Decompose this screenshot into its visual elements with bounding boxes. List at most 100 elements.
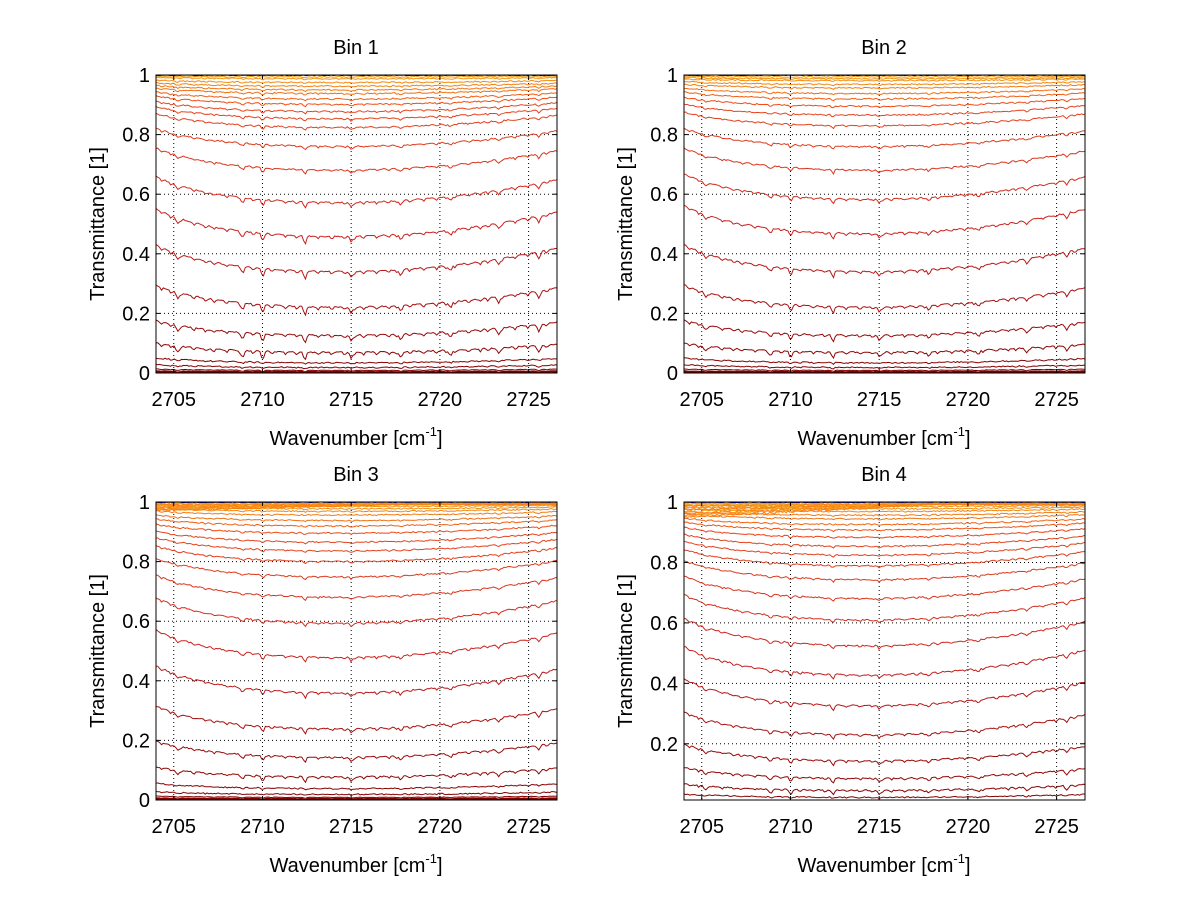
y-tick-label: 1 <box>139 492 150 514</box>
spectrum-line <box>684 618 1085 650</box>
spectrum-line <box>684 147 1085 176</box>
x-tick-label: 2725 <box>506 389 551 411</box>
spectrum-line <box>684 87 1085 96</box>
spectrum-line <box>156 782 557 791</box>
spectrum-line <box>156 507 557 514</box>
x-axis-label-tail: ] <box>437 428 443 450</box>
x-axis-label: Wavenumber [cm-1] <box>269 424 442 450</box>
grid <box>156 75 557 373</box>
spectrum-line <box>156 87 557 96</box>
axes-box <box>155 74 558 374</box>
x-axis-label-superscript: -1 <box>953 424 965 439</box>
panel-bin-3: Bin 3 2705 2710 2715 2720 2725 0 0.2 0.4 0.6 0.8 1… <box>87 464 558 877</box>
spectrum-line <box>684 767 1085 784</box>
spectrum-line <box>156 545 557 565</box>
x-tick-label: 2705 <box>151 816 196 838</box>
panel-title: Bin 4 <box>861 464 907 486</box>
spectrum-line <box>156 797 557 800</box>
spectrum-line <box>156 795 557 799</box>
x-tick-label: 2725 <box>1034 389 1079 411</box>
spectrum-line <box>684 127 1085 150</box>
spectrum-line <box>156 357 557 365</box>
panel-bin-1: Bin 1 2705 2710 2715 2720 2725 0 0.2 0.4 0.6 0.8 1… <box>87 37 558 450</box>
axes-box <box>683 501 1086 801</box>
spectrum-line <box>156 523 557 535</box>
spectrum-line <box>684 357 1085 365</box>
y-tick-label: 0.2 <box>650 734 678 756</box>
y-tick-label: 0.2 <box>650 303 678 325</box>
x-axis-label-superscript: -1 <box>425 424 437 439</box>
spectrum-line <box>156 510 557 517</box>
y-tick-label: 0.4 <box>650 673 678 695</box>
spectrum-line <box>156 537 557 553</box>
spectrum-line <box>684 743 1085 767</box>
spectrum-line <box>156 368 557 373</box>
spectrum-line <box>156 105 557 123</box>
axes-box <box>683 74 1086 374</box>
x-tick-label: 2710 <box>240 389 285 411</box>
spectrum-line <box>156 147 557 175</box>
spectrum-line <box>684 526 1085 539</box>
x-axis-label: Wavenumber [cm-1] <box>797 851 970 877</box>
spectrum-line <box>156 284 557 317</box>
spectrum-line <box>156 370 557 373</box>
x-tick-label: 2715 <box>329 816 374 838</box>
spectrum-line <box>684 342 1085 360</box>
spectrum-line <box>156 705 557 735</box>
spectrum-line <box>156 597 557 628</box>
x-tick-label: 2710 <box>768 389 813 411</box>
panel-bin-2: Bin 2 2705 2710 2715 2720 2725 0 0.2 0.4 0.6 0.8 1… <box>615 37 1086 450</box>
spectrum-line <box>156 91 557 102</box>
spectrum-line <box>156 558 557 581</box>
x-tick-label: 2720 <box>946 816 991 838</box>
x-tick-label: 2715 <box>857 389 902 411</box>
y-tick-label: 0.8 <box>122 125 150 147</box>
spectrum-line <box>156 514 557 523</box>
spectrum-line <box>156 363 557 370</box>
spectrum-line <box>156 84 557 93</box>
x-axis-label-superscript: -1 <box>425 851 437 866</box>
spectrum-line <box>156 95 557 108</box>
y-tick-label: 0.4 <box>122 244 150 266</box>
y-axis-label: Transmittance [1] <box>87 147 109 301</box>
spectrum-line <box>684 80 1085 87</box>
spectrum-line <box>156 766 557 784</box>
y-axis-label: Transmittance [1] <box>87 574 109 728</box>
y-tick-label: 0.6 <box>122 611 150 633</box>
x-tick-label: 2710 <box>768 816 813 838</box>
spectrum-line <box>684 204 1085 240</box>
spectrum-line <box>684 549 1085 569</box>
x-tick-label: 2705 <box>679 389 724 411</box>
x-axis-label-main: Wavenumber [cm <box>797 855 953 877</box>
spectrum-line <box>156 208 557 246</box>
spectrum-line <box>684 517 1085 526</box>
spectrum-line <box>684 594 1085 624</box>
spectrum-line <box>684 364 1085 370</box>
spectrum-line <box>684 319 1085 343</box>
x-axis-label-main: Wavenumber [cm <box>269 855 425 877</box>
y-tick-label: 0.8 <box>122 552 150 574</box>
spectrum-line <box>156 790 557 797</box>
spectrum-line <box>156 82 557 88</box>
y-tick-label: 0.2 <box>122 730 150 752</box>
x-axis-label: Wavenumber [cm-1] <box>797 424 970 450</box>
y-tick-label: 1 <box>667 492 678 514</box>
x-axis-label-tail: ] <box>965 855 971 877</box>
spectrum-line <box>156 244 557 281</box>
y-tick-label: 0 <box>139 790 150 812</box>
x-tick-label: 2720 <box>418 389 463 411</box>
x-tick-label: 2705 <box>679 816 724 838</box>
y-axis-label: Transmittance [1] <box>615 574 637 728</box>
spectrum-line <box>684 793 1085 799</box>
x-tick-label: 2715 <box>857 816 902 838</box>
spectrum-line <box>156 79 557 84</box>
x-axis-label-main: Wavenumber [cm <box>797 428 953 450</box>
x-axis-label-superscript: -1 <box>953 851 965 866</box>
spectrum-line <box>156 740 557 764</box>
spectrum-line <box>684 284 1085 315</box>
spectrum-line <box>684 783 1085 796</box>
y-tick-label: 0.2 <box>122 303 150 325</box>
panel-title: Bin 1 <box>333 37 379 59</box>
